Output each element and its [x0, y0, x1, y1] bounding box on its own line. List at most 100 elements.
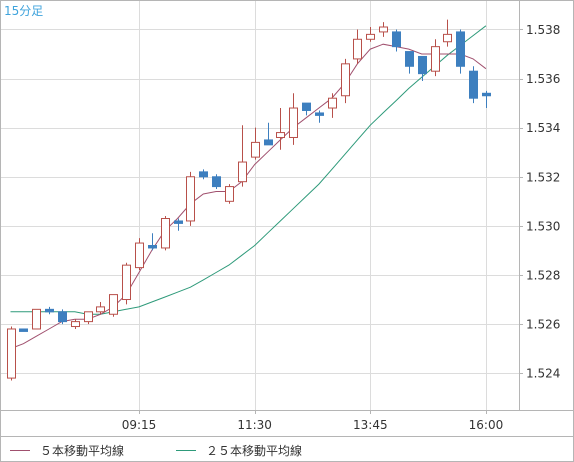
candle-body [84, 311, 93, 323]
candle-body [58, 311, 67, 323]
x-tick-label: 16:00 [469, 418, 504, 432]
legend-label: ５本移動平均線 [40, 443, 124, 458]
candle-body [469, 70, 478, 99]
candle-body [341, 63, 350, 97]
candle-up [122, 262, 131, 305]
candle-body [7, 328, 16, 379]
candle-down [148, 233, 157, 251]
candle-body [71, 321, 80, 328]
candle-down [405, 51, 414, 74]
x-tick-label: 09:15 [122, 418, 157, 432]
y-tick-label: 1.536 [526, 72, 560, 86]
candle-up [431, 39, 440, 77]
x-axis: 09:15 11:30 13:45 16:00 [122, 410, 504, 432]
candle-body [379, 26, 388, 33]
candle-down [19, 328, 28, 332]
grid-layer [0, 0, 519, 410]
candle-down [199, 169, 208, 180]
candle-body [135, 242, 144, 269]
candle-body [353, 38, 362, 60]
candle-up [96, 301, 105, 315]
candle-body [225, 186, 234, 202]
candle-up [135, 238, 144, 271]
candle-body [174, 220, 183, 224]
candle-body [45, 308, 54, 313]
candle-body [148, 245, 157, 249]
candle-layer [7, 19, 491, 381]
candle-down [174, 218, 183, 231]
candle-body [405, 51, 414, 67]
y-tick-label: 1.526 [526, 318, 560, 332]
x-tick-label: 13:45 [353, 418, 388, 432]
candle-body [418, 55, 427, 75]
candle-body [456, 31, 465, 67]
candle-body [161, 218, 170, 249]
candle-body [302, 102, 311, 111]
candle-body [199, 171, 208, 178]
y-tick-label: 1.538 [526, 23, 560, 37]
candle-up [251, 127, 260, 160]
candle-body [186, 176, 195, 222]
candle-body [251, 141, 260, 158]
candle-body [289, 107, 298, 138]
legend-item-ma5: ５本移動平均線 [10, 443, 124, 458]
candle-up [379, 22, 388, 37]
candle-body [328, 97, 337, 109]
candle-body [238, 161, 247, 183]
candle-body [32, 308, 41, 330]
candle-down [212, 174, 221, 190]
candle-down [302, 102, 311, 116]
candle-body [315, 112, 324, 116]
candle-up [71, 319, 80, 329]
candle-up [238, 125, 247, 187]
candle-down [456, 29, 465, 74]
candle-body [392, 31, 401, 48]
legend-label: ２５本移動平均線 [206, 443, 302, 458]
candle-down [418, 55, 427, 82]
candle-up [32, 308, 41, 330]
candle-down [392, 29, 401, 52]
x-tick-label: 11:30 [237, 418, 272, 432]
candle-up [276, 108, 285, 150]
candle-down [469, 66, 478, 104]
candle-up [225, 184, 234, 204]
y-tick-label: 1.524 [526, 367, 560, 381]
candle-up [328, 93, 337, 118]
candle-up [7, 326, 16, 381]
candle-down [482, 90, 491, 109]
y-tick-label: 1.528 [526, 268, 560, 282]
candle-up [109, 294, 118, 317]
candle-up [289, 93, 298, 145]
candle-up [366, 27, 375, 42]
candle-body [212, 176, 221, 188]
candle-body [482, 92, 491, 97]
candle-up [341, 58, 350, 104]
candle-up [84, 311, 93, 325]
candle-body [276, 132, 285, 138]
candle-up [161, 216, 170, 251]
candle-up [186, 171, 195, 226]
candle-down [315, 110, 324, 123]
y-tick-label: 1.530 [526, 219, 560, 233]
candle-body [19, 328, 28, 332]
legend: ５本移動平均線 ２５本移動平均線 [10, 443, 302, 458]
timeframe-label: 15分足 [4, 4, 43, 18]
candle-up [353, 29, 362, 64]
candle-body [96, 306, 105, 313]
legend-item-ma25: ２５本移動平均線 [176, 443, 302, 458]
candle-up [443, 19, 452, 47]
candle-body [109, 294, 118, 315]
candle-body [443, 33, 452, 43]
candle-down [264, 122, 273, 146]
candle-body [264, 139, 273, 146]
candle-down [45, 306, 54, 315]
y-axis: 1.524 1.526 1.528 1.530 1.532 1.534 1.536 1.538 [519, 23, 560, 381]
candle-down [58, 309, 67, 325]
candle-body [431, 46, 440, 72]
candle-body [122, 264, 131, 301]
y-tick-label: 1.534 [526, 121, 560, 135]
candle-body [366, 33, 375, 40]
